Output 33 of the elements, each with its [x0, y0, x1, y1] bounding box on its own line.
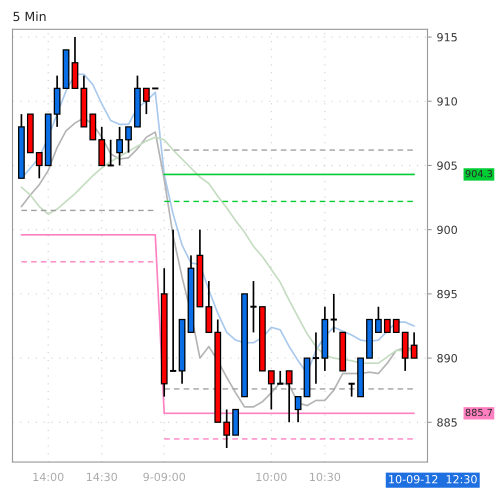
- y-tick-label: 905: [437, 161, 457, 170]
- text: 10-09-12 12:30: [389, 475, 477, 484]
- candlestick: [384, 318, 391, 334]
- candlestick: [375, 306, 382, 334]
- y-tick-label: 915: [437, 33, 457, 42]
- y-tick-label: 890: [437, 354, 457, 362]
- candlestick: [125, 126, 132, 154]
- candlestick: [106, 138, 115, 166]
- y-tick-label: 910: [437, 97, 457, 106]
- candlestick: [249, 280, 258, 334]
- x-tick-label: 14:00: [33, 472, 64, 482]
- candlestick: [330, 293, 338, 334]
- y-tick-label: 885: [437, 418, 457, 427]
- text: 885.7: [466, 408, 492, 416]
- y-tick-label: 895: [437, 290, 457, 298]
- candlestick: [36, 152, 43, 180]
- x-tick-label: 9-09:00: [143, 472, 186, 482]
- candlestick: [116, 126, 123, 166]
- x-tick-label: 10:30: [310, 472, 340, 482]
- y-tick-label: 900: [437, 226, 457, 234]
- candlestick: [169, 228, 178, 372]
- candlestick: [286, 370, 293, 424]
- x-tick-label: 10:00: [256, 472, 287, 482]
- candlestick: [312, 332, 320, 385]
- chart-title: 5 Min: [13, 12, 46, 22]
- text: 904.3: [466, 170, 492, 178]
- x-tick-label: 14:30: [86, 472, 118, 482]
- candlestick: [223, 408, 230, 449]
- candlestick: [410, 332, 418, 359]
- candlestick: [392, 318, 400, 334]
- candlestick: [294, 396, 302, 424]
- candlestick: [142, 88, 150, 115]
- candlestick: [268, 370, 275, 410]
